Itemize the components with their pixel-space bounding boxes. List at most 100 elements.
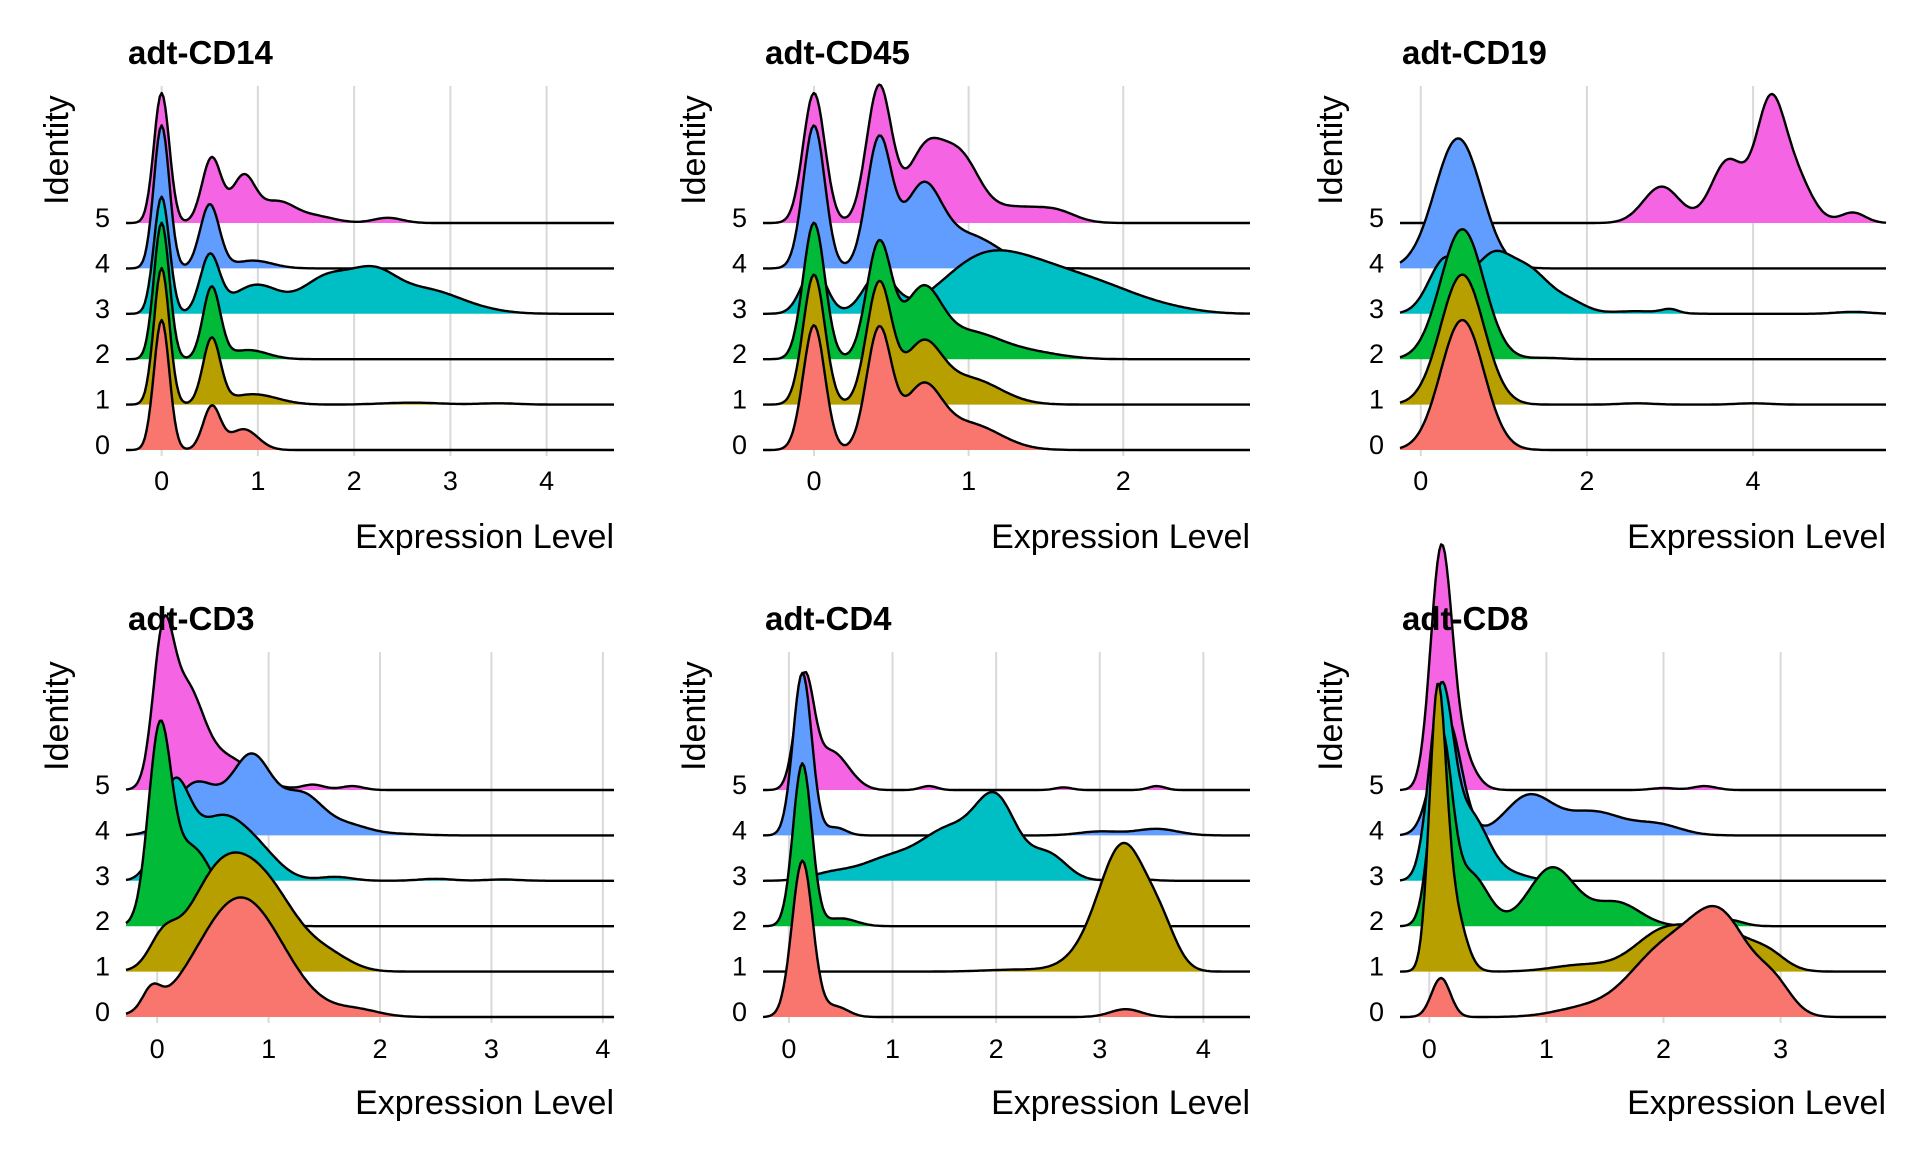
y-tick-label: 3	[1369, 294, 1384, 324]
panel-title: adt-CD14	[128, 34, 274, 71]
x-tick-label: 1	[885, 1034, 900, 1064]
y-tick-label: 1	[95, 385, 110, 415]
ridge-area-identity-0	[763, 860, 1250, 1017]
ridge-line-identity-4	[125, 752, 614, 837]
ridge-line-identity-3	[763, 249, 1250, 315]
y-tick-label: 5	[95, 203, 110, 233]
y-tick-label: 3	[732, 294, 747, 324]
ridge-area-identity-3	[126, 196, 614, 314]
panel-title: adt-CD8	[1402, 600, 1529, 637]
panel-title: adt-CD45	[765, 34, 910, 71]
ridge-area-identity-5	[1400, 544, 1886, 790]
ridge-area-identity-0	[1400, 320, 1886, 450]
x-tick-label: 0	[1422, 1034, 1437, 1064]
y-tick-label: 2	[1369, 906, 1384, 936]
ridge-panel: 0 1 2 3 4 5 0 1 2 3 4 adt-CD3 Expression Level Identi…	[38, 600, 614, 1122]
y-tick-label: 1	[1369, 385, 1384, 415]
y-axis-title: Identity	[675, 661, 713, 771]
ridge-panel: 0 1 2 3 4 5 0 1 2 adt-CD45 Expression Level Identit…	[675, 34, 1250, 556]
x-tick-label: 1	[261, 1034, 276, 1064]
y-tick-label: 0	[95, 997, 110, 1027]
x-axis-title: Expression Level	[991, 1084, 1250, 1122]
ridge-area-identity-0	[1400, 906, 1886, 1017]
y-tick-label: 3	[1369, 861, 1384, 891]
panel-title: adt-CD4	[765, 600, 892, 637]
x-tick-label: 0	[1413, 466, 1428, 496]
ridge-line-identity-5	[763, 671, 1250, 792]
ridge-area-identity-2	[126, 222, 614, 360]
y-tick-label: 1	[95, 952, 110, 982]
ridge-line-identity-2	[125, 719, 614, 928]
ridge-area-identity-5	[126, 93, 614, 223]
x-axis-title: Expression Level	[1627, 1084, 1886, 1122]
x-tick-label: 2	[1579, 466, 1594, 496]
x-tick-label: 3	[1773, 1034, 1788, 1064]
x-tick-label: 1	[961, 466, 976, 496]
ridge-line-identity-0	[1399, 318, 1886, 452]
y-tick-label: 4	[95, 815, 110, 845]
ridge-area-identity-1	[1400, 684, 1886, 972]
y-tick-label: 4	[95, 248, 110, 278]
ridge-area-identity-0	[126, 897, 614, 1017]
ridge-area-identity-0	[763, 325, 1250, 450]
ridge-line-identity-3	[1399, 249, 1886, 315]
y-tick-label: 4	[732, 815, 747, 845]
y-tick-label: 4	[1369, 815, 1384, 845]
ridge-line-identity-1	[763, 273, 1250, 406]
y-tick-label: 5	[1369, 770, 1384, 800]
y-tick-label: 5	[1369, 203, 1384, 233]
x-axis-title: Expression Level	[1627, 518, 1886, 556]
y-tick-label: 0	[95, 430, 110, 460]
y-tick-label: 5	[95, 770, 110, 800]
ridge-panel: 0 1 2 3 4 5 0 1 2 3 adt-CD8 Expression Level Identit…	[1312, 543, 1886, 1122]
ridge-area-identity-2	[126, 720, 614, 927]
x-tick-label: 2	[347, 466, 362, 496]
y-tick-label: 2	[732, 906, 747, 936]
x-tick-label: 0	[781, 1034, 796, 1064]
y-tick-label: 0	[732, 430, 747, 460]
y-tick-label: 2	[95, 906, 110, 936]
ridge-line-identity-5	[125, 614, 614, 792]
y-tick-label: 2	[1369, 339, 1384, 369]
panel-title: adt-CD3	[128, 600, 255, 637]
x-axis-title: Expression Level	[355, 518, 614, 556]
ridge-line-identity-2	[763, 221, 1250, 361]
y-axis-title: Identity	[38, 95, 76, 205]
x-tick-label: 4	[1746, 466, 1761, 496]
ridge-area-identity-1	[763, 843, 1250, 972]
ridge-line-identity-3	[763, 790, 1250, 882]
ridge-line-identity-1	[1399, 273, 1886, 406]
y-tick-label: 2	[732, 339, 747, 369]
ridge-area-identity-5	[126, 615, 614, 790]
y-tick-label: 4	[1369, 248, 1384, 278]
x-tick-label: 4	[1196, 1034, 1211, 1064]
y-tick-label: 1	[732, 385, 747, 415]
ridge-line-identity-0	[126, 318, 614, 452]
ridge-area-identity-3	[1400, 250, 1886, 314]
ridge-line-identity-4	[763, 124, 1250, 270]
x-tick-label: 4	[595, 1034, 610, 1064]
ridge-area-identity-4	[763, 125, 1250, 269]
x-axis-title: Expression Level	[355, 1084, 614, 1122]
x-tick-label: 2	[1116, 466, 1131, 496]
y-tick-label: 1	[1369, 952, 1384, 982]
y-tick-label: 5	[732, 203, 747, 233]
x-tick-label: 3	[484, 1034, 499, 1064]
y-axis-title: Identity	[38, 661, 76, 771]
y-tick-label: 4	[732, 248, 747, 278]
ridge-area-identity-5	[763, 672, 1250, 790]
panel-title: adt-CD19	[1402, 34, 1547, 71]
x-tick-label: 3	[1092, 1034, 1107, 1064]
y-axis-title: Identity	[1312, 95, 1350, 205]
ridge-area-identity-0	[126, 320, 614, 450]
ridge-line-identity-2	[1399, 729, 1886, 928]
x-tick-label: 0	[154, 466, 169, 496]
x-tick-label: 0	[807, 466, 822, 496]
ridge-line-identity-1	[126, 266, 614, 406]
ridge-line-identity-5	[1399, 543, 1886, 792]
ridge-line-identity-0	[763, 324, 1250, 452]
ridge-line-identity-0	[762, 859, 1250, 1019]
x-tick-label: 1	[1539, 1034, 1554, 1064]
ridge-area-identity-4	[1400, 718, 1886, 836]
y-tick-label: 0	[732, 997, 747, 1027]
